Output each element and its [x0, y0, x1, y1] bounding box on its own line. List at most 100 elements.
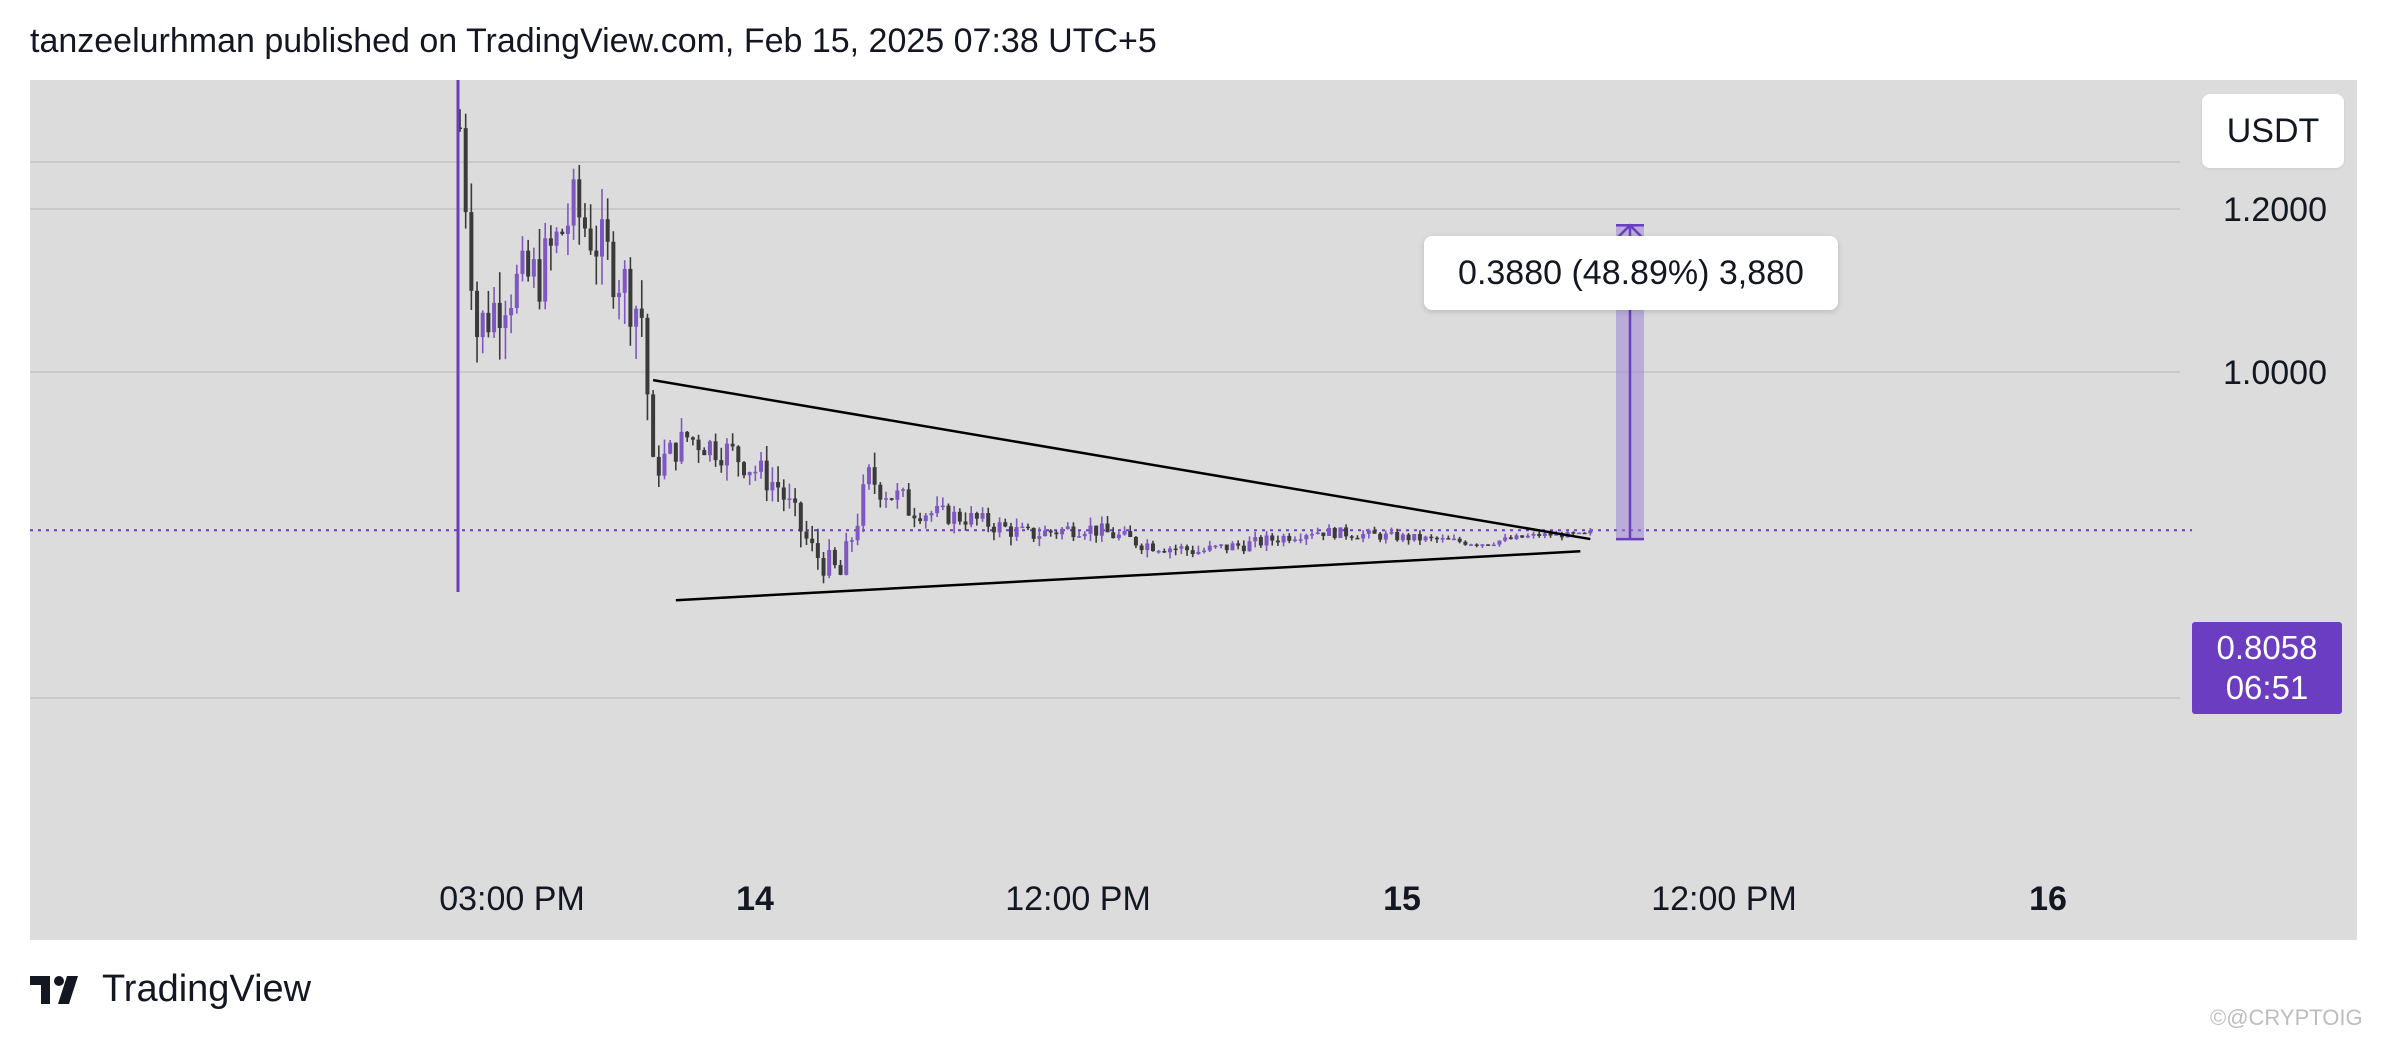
tradingview-logo-icon: [30, 975, 78, 1004]
candle-body: [1292, 539, 1297, 542]
candle-body: [1452, 538, 1456, 541]
candle-body: [1537, 533, 1542, 536]
candle-body: [1542, 533, 1547, 536]
candle-body: [673, 442, 678, 462]
candle-body: [764, 460, 769, 491]
candle-body: [548, 238, 553, 246]
candle-body: [469, 212, 474, 291]
candle-body: [514, 273, 519, 309]
candle-body: [1202, 550, 1207, 553]
candle-body: [634, 308, 639, 327]
candle-body: [1185, 546, 1190, 551]
candle-body: [1304, 535, 1309, 540]
x-tick-label: 14: [736, 880, 774, 918]
watermark: ©@CRYPTOIG: [2210, 1005, 2363, 1030]
candle-body: [1497, 540, 1502, 545]
candle-body: [1099, 523, 1104, 536]
candle-body: [1400, 534, 1405, 541]
candle-body: [531, 259, 536, 277]
candle-body: [1082, 533, 1087, 537]
candle-body: [543, 238, 548, 302]
candle-body: [1054, 532, 1059, 535]
candle-body: [560, 231, 565, 234]
candle-body: [1031, 527, 1036, 539]
candle-body: [1213, 545, 1218, 548]
candle-body: [1366, 530, 1371, 534]
candle-body: [1554, 533, 1559, 536]
candle-body: [1088, 525, 1093, 534]
x-tick-label: 12:00 PM: [1651, 880, 1797, 918]
candle-body: [1190, 550, 1195, 555]
candle-body: [963, 521, 968, 525]
candle-body: [742, 462, 746, 476]
candle-body: [1429, 536, 1434, 539]
lower-trendline: [675, 550, 1581, 602]
candle-body: [1474, 544, 1479, 546]
candle-body: [1321, 532, 1326, 536]
candle-body: [1224, 544, 1229, 551]
candle-body: [1258, 537, 1263, 546]
candle-body: [1128, 531, 1133, 538]
candle-body: [747, 472, 752, 476]
candle-body: [486, 312, 491, 333]
candle-body: [821, 558, 826, 576]
candle-body: [1116, 534, 1121, 539]
candle-body: [1150, 543, 1155, 552]
candle-body: [1162, 551, 1167, 553]
candle-body: [1275, 540, 1280, 543]
candle-body: [1207, 545, 1212, 551]
candle-body: [946, 505, 951, 524]
candle-body: [1230, 543, 1235, 551]
x-tick-label: 15: [1383, 880, 1421, 918]
currency-badge[interactable]: USDT: [2202, 94, 2344, 168]
candle-body: [912, 515, 917, 519]
candle-body: [1020, 526, 1025, 529]
candle-body: [1327, 527, 1332, 536]
candle-body: [753, 471, 758, 474]
candle-body: [1253, 537, 1258, 542]
candle-body: [923, 515, 928, 522]
candle-body: [1344, 527, 1349, 537]
candle-body: [1026, 526, 1030, 529]
candle-body: [571, 179, 576, 226]
candle-body: [1395, 531, 1400, 541]
candle-body: [986, 513, 991, 527]
candle-body: [736, 446, 741, 463]
candle-body: [929, 513, 934, 516]
candle-body: [1133, 537, 1138, 546]
x-tick-label: 16: [2029, 880, 2067, 918]
tradingview-logo[interactable]: TradingView: [30, 968, 311, 1011]
measure-tooltip: 0.3880 (48.89%) 3,880: [1424, 236, 1838, 310]
y-tick-label: 1.2000: [2223, 191, 2327, 229]
candle-body: [1503, 537, 1508, 541]
candle-body: [1145, 543, 1150, 551]
current-price-tag: 0.8058 06:51: [2192, 622, 2342, 714]
candle-body: [776, 482, 781, 488]
candle-body: [997, 522, 1002, 533]
candle-body: [463, 128, 468, 213]
candle-body: [1457, 538, 1462, 542]
candle-body: [1219, 544, 1224, 546]
candle-body: [497, 302, 502, 328]
candle-body: [969, 513, 974, 525]
publish-header: tanzeelurhman published on TradingView.c…: [30, 22, 1157, 60]
candle-body: [861, 484, 866, 526]
candle-countdown: 06:51: [2225, 669, 2309, 706]
candle-body: [1139, 545, 1144, 551]
candle-body: [1338, 527, 1343, 538]
candle-body: [1406, 534, 1411, 541]
candle-body: [645, 317, 650, 395]
candle-body: [1111, 532, 1116, 539]
candle-body: [1310, 533, 1314, 536]
candle-body: [1122, 531, 1127, 535]
candle-body: [1361, 533, 1366, 539]
candle-body: [1241, 545, 1246, 552]
candle-body: [600, 219, 604, 257]
candle-body: [884, 498, 888, 500]
candle-body: [1514, 535, 1519, 540]
candle-body: [832, 549, 837, 566]
candle-body: [793, 498, 798, 503]
candle-body: [1287, 535, 1292, 541]
